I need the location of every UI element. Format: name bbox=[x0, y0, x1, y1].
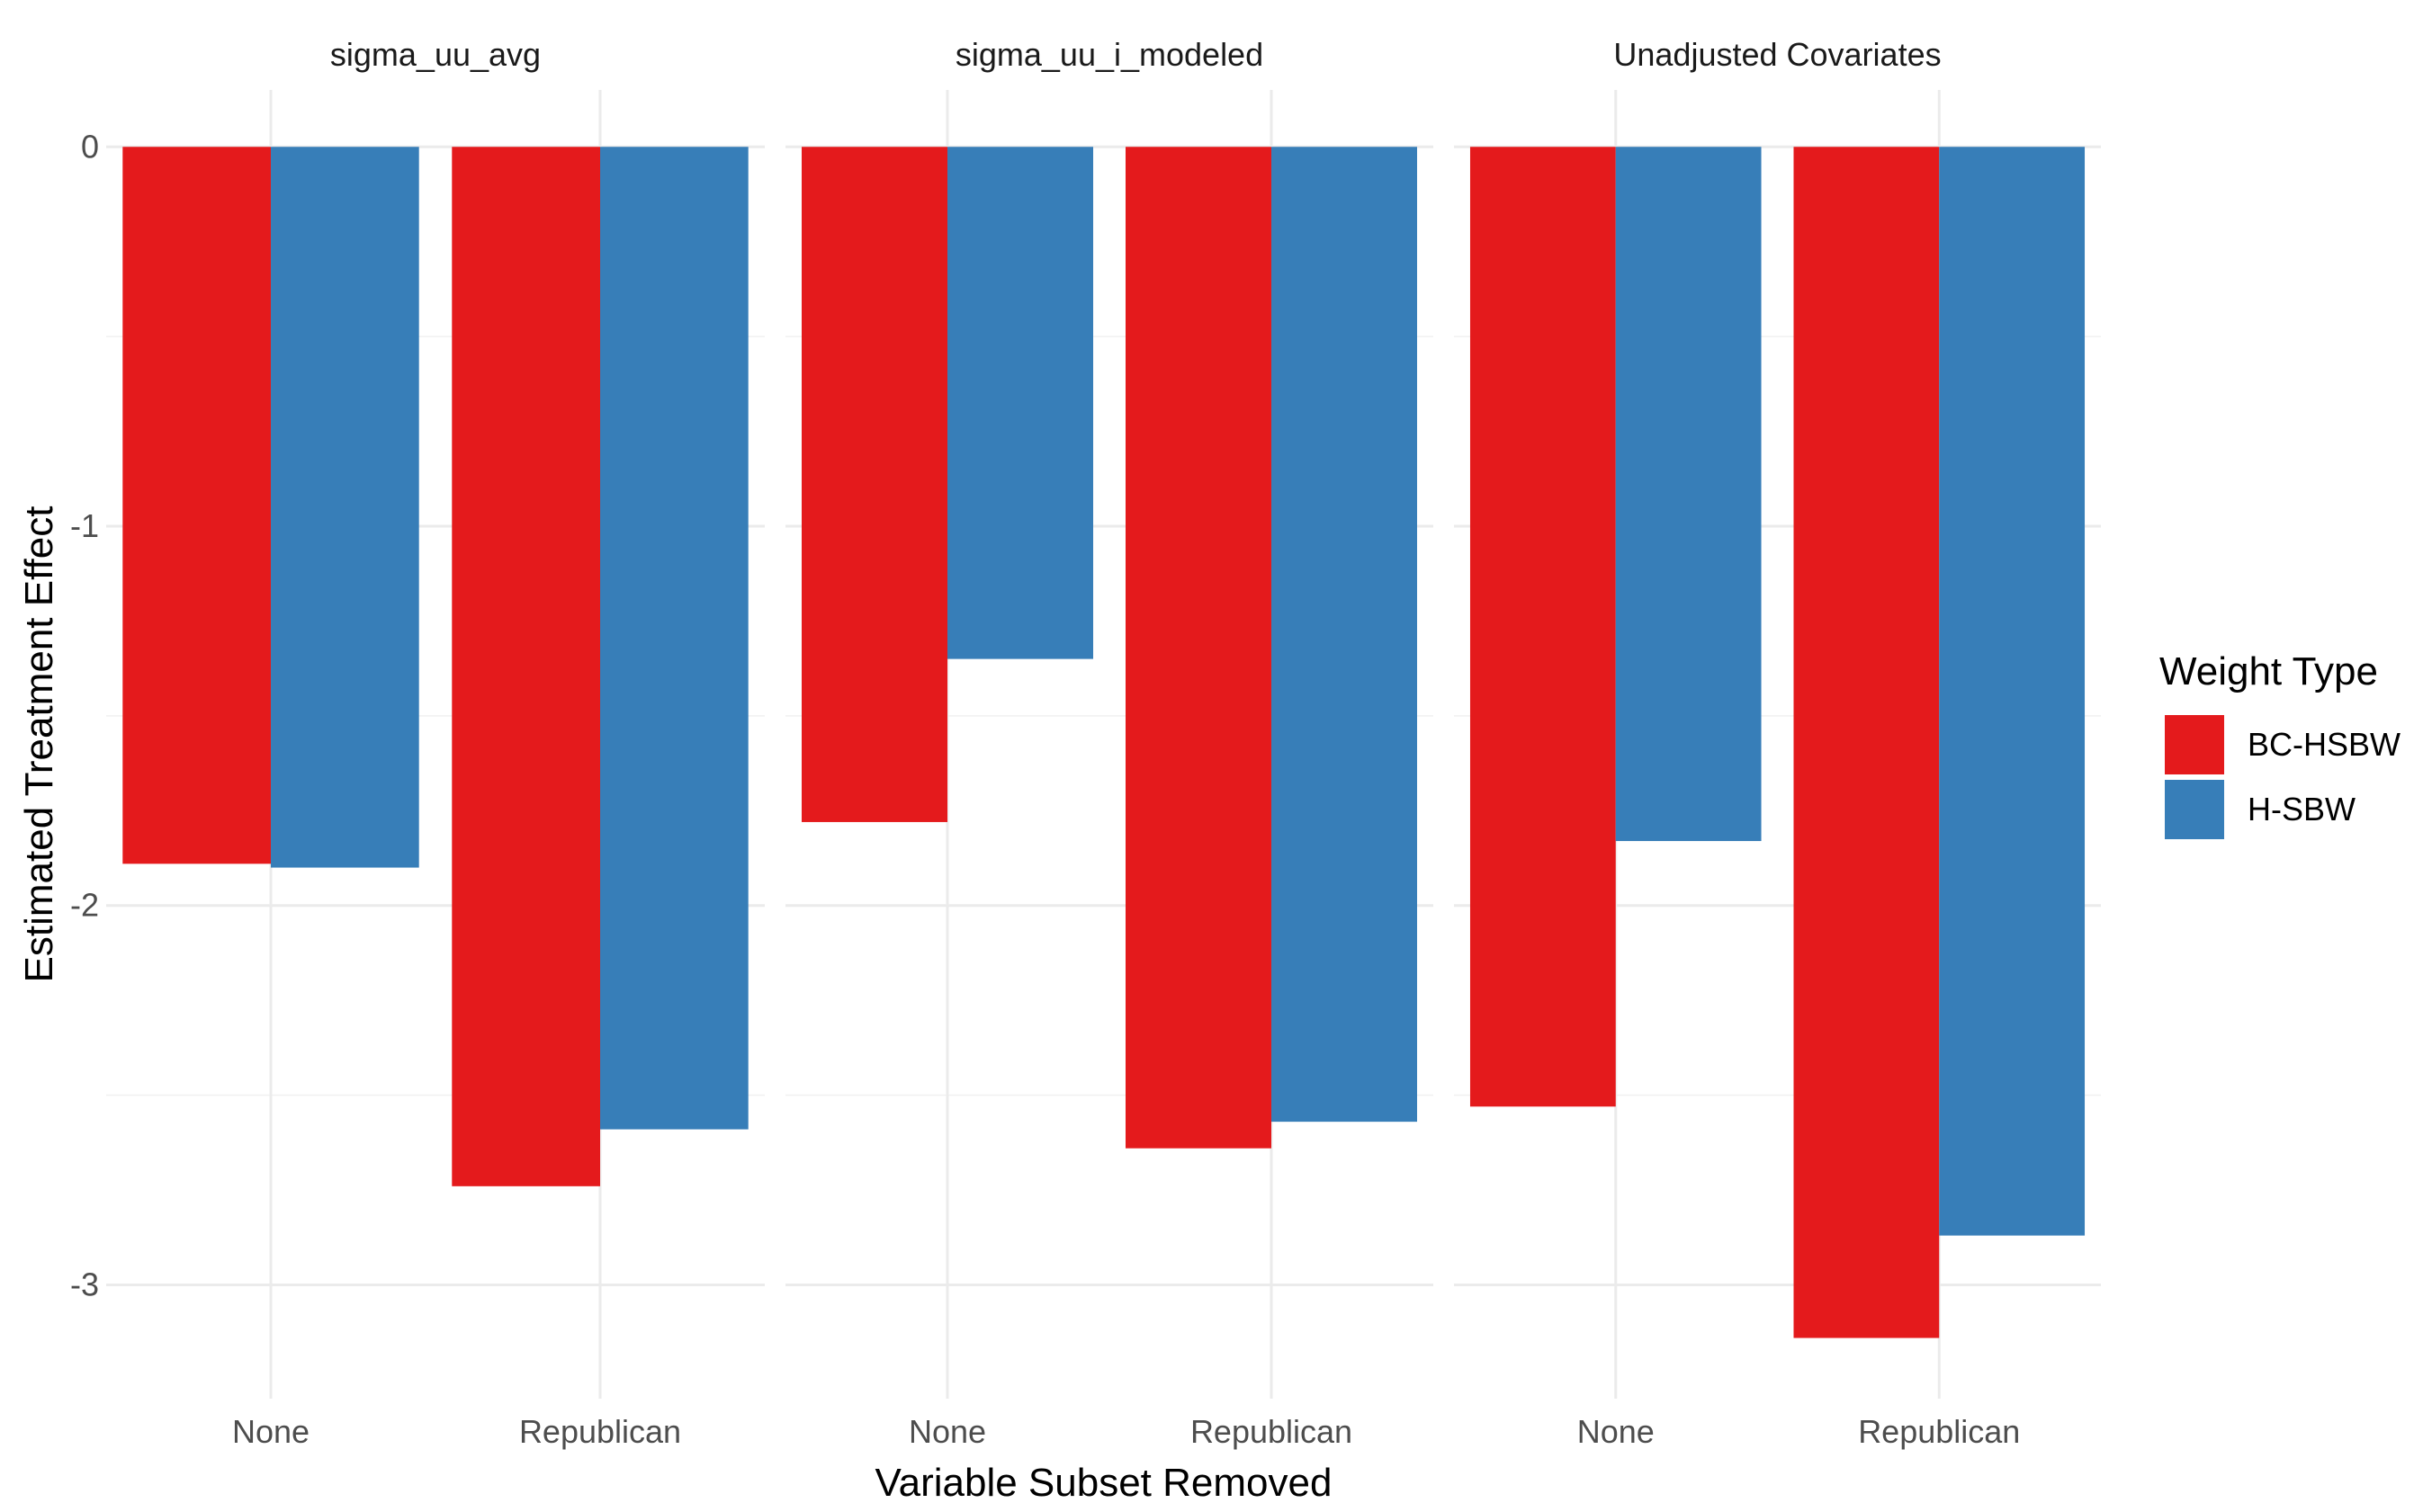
bar-h-sbw-republican: H-SBW: -2.59 bbox=[600, 147, 749, 1130]
facet-panel: BC-HSBW: -2.53 BC-HSBW: -3.14H-SBW: -1.83… bbox=[1454, 36, 2101, 1450]
x-tick-label: None bbox=[232, 1413, 310, 1450]
legend-swatch bbox=[2165, 780, 2224, 839]
facet-title: Unadjusted Covariates bbox=[1613, 36, 1941, 73]
facet-title: sigma_uu_avg bbox=[330, 36, 541, 73]
facet-title: sigma_uu_i_modeled bbox=[956, 36, 1263, 73]
bar-bc-hsbw-none: BC-HSBW: -1.78 bbox=[802, 147, 947, 822]
y-tick-label: -2 bbox=[70, 887, 99, 924]
bar-h-sbw-republican: H-SBW: -2.57 bbox=[1271, 147, 1417, 1123]
x-tick-label: Republican bbox=[1858, 1413, 2020, 1450]
x-axis-title: Variable Subset Removed bbox=[875, 1461, 1333, 1505]
legend-title: Weight Type bbox=[2159, 649, 2378, 693]
bar-bc-hsbw-republican: BC-HSBW: -2.64 bbox=[1126, 147, 1271, 1149]
x-tick-label: None bbox=[1577, 1413, 1655, 1450]
y-tick-label: -3 bbox=[70, 1266, 99, 1302]
x-tick-label: Republican bbox=[1190, 1413, 1352, 1450]
bar-h-sbw-republican: H-SBW: -2.87 bbox=[1939, 147, 2086, 1236]
bar-bc-hsbw-republican: BC-HSBW: -2.74 bbox=[452, 147, 600, 1186]
x-tick-label: None bbox=[909, 1413, 986, 1450]
facet-panels: BC-HSBW: -1.89 BC-HSBW: -2.74H-SBW: -1.9 H… bbox=[106, 36, 2101, 1450]
legend-label: H-SBW bbox=[2248, 791, 2356, 828]
bar-h-sbw-none: H-SBW: -1.83 bbox=[1615, 147, 1762, 842]
y-tick-label: 0 bbox=[81, 128, 99, 165]
legend: Weight Type BC-HSBW H-SBW bbox=[2159, 649, 2401, 839]
facet-panel: BC-HSBW: -1.89 BC-HSBW: -2.74H-SBW: -1.9 H… bbox=[106, 36, 765, 1450]
legend-label: BC-HSBW bbox=[2248, 726, 2401, 763]
bar-bc-hsbw-none: BC-HSBW: -1.89 bbox=[122, 147, 271, 864]
bar-h-sbw-none: H-SBW: -1.35 bbox=[947, 147, 1093, 659]
x-tick-label: Republican bbox=[519, 1413, 681, 1450]
y-tick-label: -1 bbox=[70, 507, 99, 544]
facet-panel: BC-HSBW: -1.78 BC-HSBW: -2.64H-SBW: -1.35… bbox=[785, 36, 1433, 1450]
legend-swatch bbox=[2165, 715, 2224, 774]
bar-h-sbw-none: H-SBW: -1.9 bbox=[271, 147, 419, 868]
bar-bc-hsbw-none: BC-HSBW: -2.53 bbox=[1469, 147, 1616, 1107]
y-axis-title: Estimated Treatment Effect bbox=[17, 506, 61, 983]
y-axis: 0 -1 -2 -3 bbox=[70, 128, 99, 1302]
bar-bc-hsbw-republican: BC-HSBW: -3.14 bbox=[1793, 147, 1940, 1338]
